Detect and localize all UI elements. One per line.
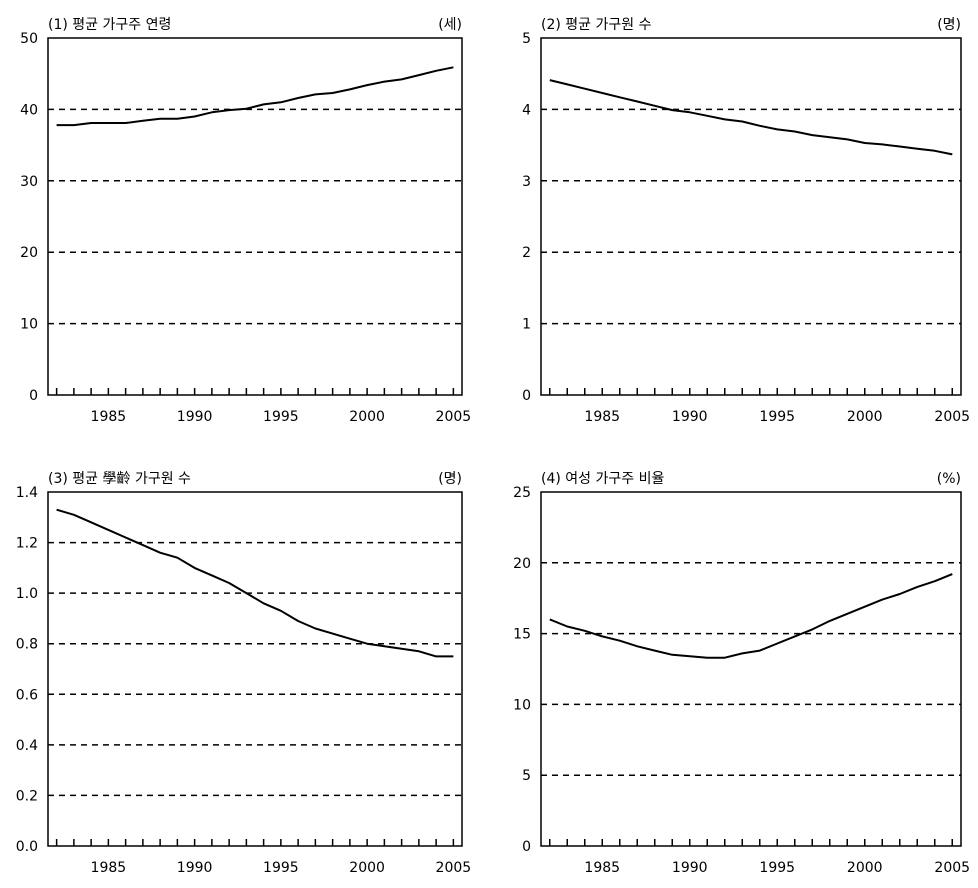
x-tick-label: 1990 xyxy=(177,409,213,425)
y-tick-label: 0.0 xyxy=(16,839,38,855)
y-tick-label: 0.2 xyxy=(16,788,38,804)
y-tick-label: 0 xyxy=(29,388,38,404)
y-tick-label: 1.0 xyxy=(16,586,38,602)
y-tick-label: 20 xyxy=(20,245,38,261)
y-tick-label: 2 xyxy=(522,245,531,261)
x-tick-label: 1985 xyxy=(584,409,620,425)
chart-panel-4: (4) 여성 가구주 비율 (%) 0 5 10 15 20 25 1985 1990 1995 20… xyxy=(513,471,970,876)
x-tick-label: 1995 xyxy=(759,409,795,425)
series-line xyxy=(549,573,953,659)
x-tick-label: 1995 xyxy=(759,860,795,876)
chart-title: (2) 평균 가구원 수 xyxy=(541,17,652,33)
y-tick-label: 5 xyxy=(522,768,531,784)
chart-title: (1) 평균 가구주 연령 xyxy=(48,17,171,33)
x-tick-label: 1990 xyxy=(177,860,213,876)
y-tick-label: 3 xyxy=(522,174,531,190)
y-tick-label: 50 xyxy=(20,31,38,47)
x-tick-label: 2000 xyxy=(847,409,883,425)
x-tick-label: 2005 xyxy=(436,860,472,876)
x-tick-label: 1995 xyxy=(263,860,299,876)
plot-frame xyxy=(540,37,962,396)
unit-label: (세) xyxy=(438,17,462,33)
x-tick-label: 1990 xyxy=(672,860,708,876)
y-tick-label: 10 xyxy=(20,317,38,333)
unit-label: (%) xyxy=(937,471,961,487)
x-tick-label: 1985 xyxy=(91,860,127,876)
series-line xyxy=(549,79,953,156)
y-tick-label: 0 xyxy=(522,388,531,404)
y-tick-label: 1 xyxy=(522,317,531,333)
x-tick-label: 2000 xyxy=(349,409,385,425)
y-tick-label: 20 xyxy=(513,556,531,572)
y-tick-label: 1.2 xyxy=(16,536,38,552)
x-tick-label: 2005 xyxy=(934,409,970,425)
unit-label: (명) xyxy=(937,17,961,33)
y-tick-label: 25 xyxy=(513,485,531,501)
chart-panel-3: (3) 평균 學齡 가구원 수 (명) 0.0 0.2 0.4 0.6 0.8 1.0 1.2 1… xyxy=(16,471,471,876)
x-tick-label: 1995 xyxy=(263,409,299,425)
y-tick-label: 0.4 xyxy=(16,738,38,754)
x-tick-label: 2005 xyxy=(934,860,970,876)
x-tick-label: 2000 xyxy=(349,860,385,876)
x-tick-label: 2000 xyxy=(847,860,883,876)
plot-frame xyxy=(47,37,463,396)
y-tick-label: 0.8 xyxy=(16,637,38,653)
x-tick-label: 1990 xyxy=(672,409,708,425)
x-tick-label: 1985 xyxy=(91,409,127,425)
y-tick-label: 4 xyxy=(522,102,531,118)
plot-frame xyxy=(47,491,463,847)
series-line xyxy=(56,508,454,658)
x-tick-label: 2005 xyxy=(436,409,472,425)
chart-title: (4) 여성 가구주 비율 xyxy=(541,471,664,487)
y-tick-label: 0.6 xyxy=(16,687,38,703)
y-tick-label: 0 xyxy=(522,839,531,855)
chart-panel-1: (1) 평균 가구주 연령 (세) 0 10 20 30 40 50 1985 1990 1995 2… xyxy=(20,17,471,425)
x-tick-label: 1985 xyxy=(584,860,620,876)
y-tick-label: 15 xyxy=(513,627,531,643)
y-tick-label: 5 xyxy=(522,31,531,47)
y-tick-label: 10 xyxy=(513,697,531,713)
y-tick-label: 40 xyxy=(20,102,38,118)
series-line xyxy=(56,66,454,127)
y-tick-label: 30 xyxy=(20,174,38,190)
chart-panel-2: (2) 평균 가구원 수 (명) 0 1 2 3 4 5 1985 1990 1995 2000 200… xyxy=(522,17,970,425)
unit-label: (명) xyxy=(438,471,462,487)
plot-frame xyxy=(540,491,962,847)
y-tick-label: 1.4 xyxy=(16,485,38,501)
chart-title: (3) 평균 學齡 가구원 수 xyxy=(48,471,191,487)
